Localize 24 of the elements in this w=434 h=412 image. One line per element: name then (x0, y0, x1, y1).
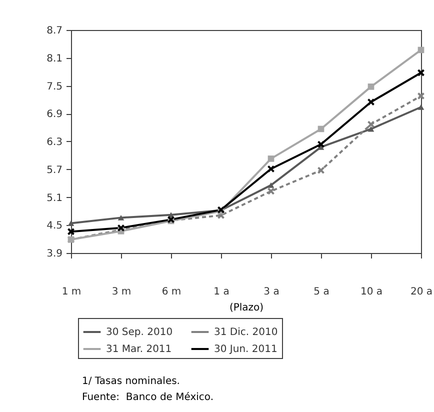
y-tick-label: 3.9 (46, 248, 62, 260)
y-tick-label: 7.5 (46, 81, 62, 92)
y-tick-label: 5.7 (46, 164, 62, 176)
legend-label: 31 Mar. 2011 (106, 344, 172, 355)
source-note: Fuente: Banco de México. (82, 391, 214, 405)
x-axis-title: (Plazo) (229, 302, 264, 314)
y-tick-label: 8.1 (46, 53, 62, 64)
y-tick-label: 6.9 (46, 109, 62, 120)
y-tick-label: 8.7 (46, 26, 62, 36)
legend-label: 31 Dic. 2010 (214, 327, 278, 338)
x-tick-label: 5 a (314, 286, 330, 298)
x-tick-label: 20 a (410, 286, 433, 298)
x-tick-label: 3 m (112, 286, 132, 298)
y-tick-label: 4.5 (46, 220, 62, 232)
legend-label: 30 Jun. 2011 (214, 344, 278, 355)
y-tick-label: 6.3 (46, 137, 62, 148)
x-tick-label: 3 a (264, 286, 280, 298)
x-tick-label: 1 a (214, 286, 230, 298)
x-tick-label: 10 a (360, 286, 383, 298)
y-tick-label: 5.1 (46, 192, 62, 204)
legend-label: 30 Sep. 2010 (106, 327, 173, 338)
x-tick-label: 6 m (162, 286, 182, 298)
text: 1/ Tasas nominales. (82, 375, 181, 389)
x-tick-label: 1 m (62, 286, 82, 298)
